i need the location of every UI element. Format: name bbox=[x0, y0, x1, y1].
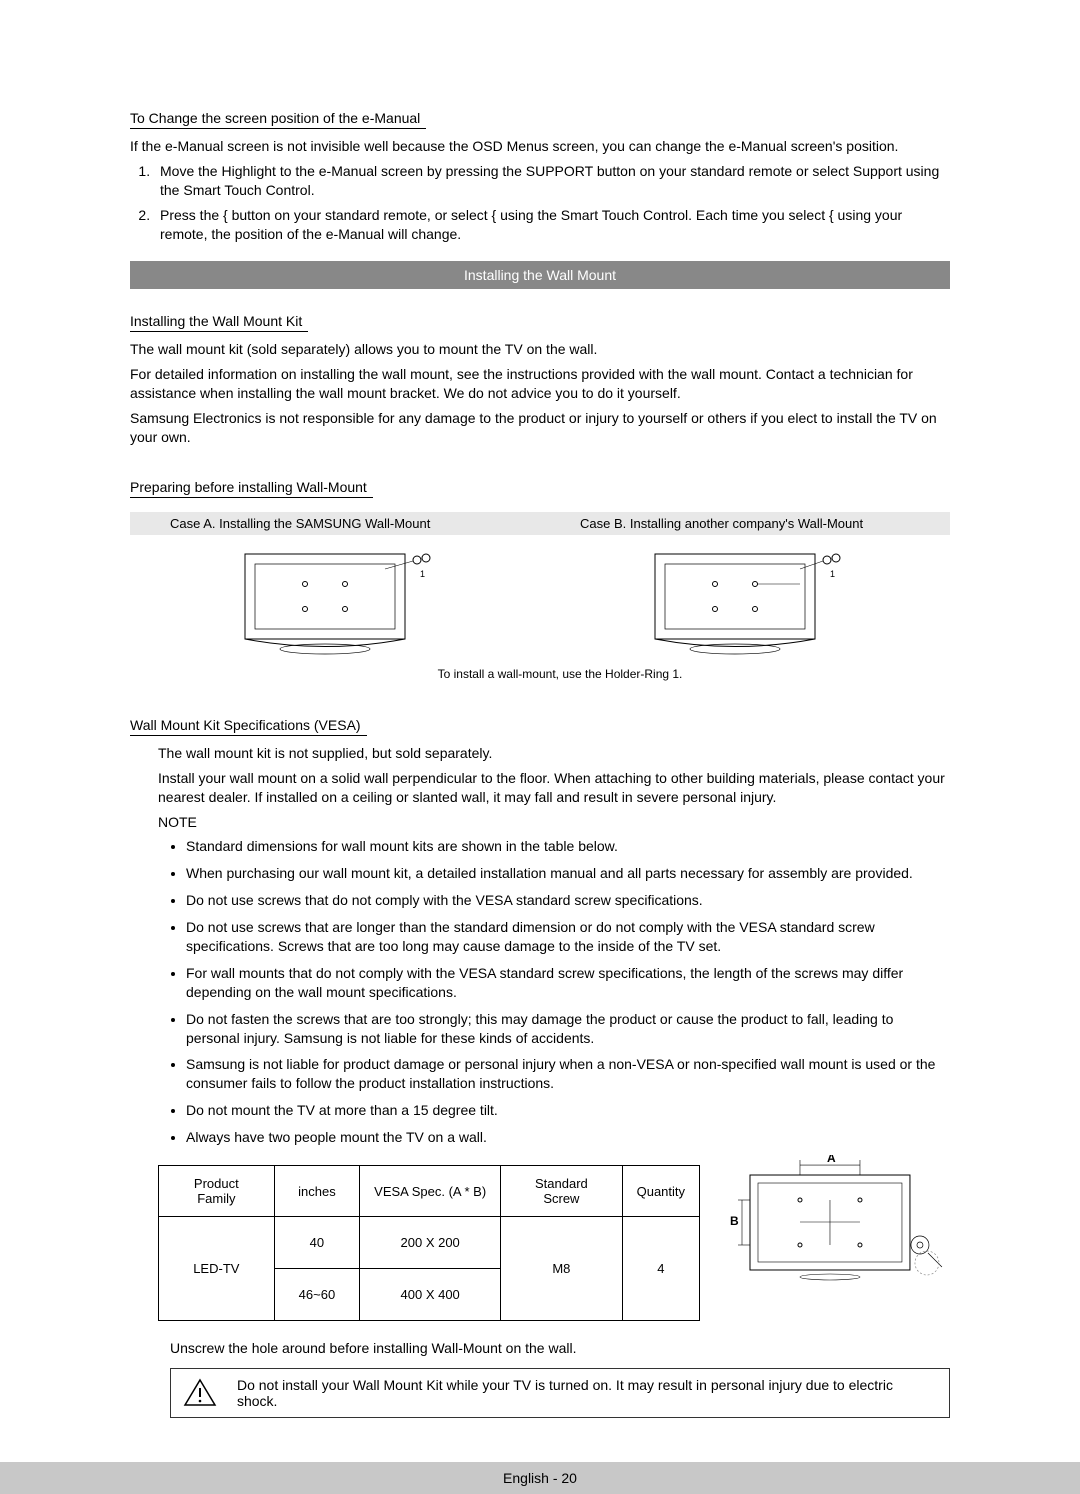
section-banner: Installing the Wall Mount bbox=[130, 261, 950, 289]
list-item: Samsung is not liable for product damage… bbox=[186, 1055, 950, 1093]
td-vesa: 200 X 200 bbox=[360, 1217, 501, 1269]
table-row: LED-TV 40 200 X 200 M8 4 bbox=[159, 1217, 700, 1269]
list-item: Do not use screws that are longer than t… bbox=[186, 918, 950, 956]
case-b-diagram: 1 bbox=[540, 535, 950, 659]
vesa-table: Product Family inches VESA Spec. (A * B)… bbox=[158, 1165, 700, 1321]
case-a-diagram: 1 bbox=[130, 535, 540, 659]
list-item: Do not mount the TV at more than a 15 de… bbox=[186, 1101, 950, 1120]
table-header-row: Product Family inches VESA Spec. (A * B)… bbox=[159, 1166, 700, 1217]
heading-vesa: Wall Mount Kit Specifications (VESA) bbox=[130, 717, 367, 736]
step-item: Press the { button on your standard remo… bbox=[154, 206, 950, 244]
vesa-diagram: A B bbox=[730, 1155, 950, 1295]
tv-drawing-b: 1 bbox=[645, 549, 845, 659]
th-inches: inches bbox=[274, 1166, 360, 1217]
case-a-label: Case A. Installing the SAMSUNG Wall-Moun… bbox=[130, 512, 540, 535]
intro-change-position: If the e-Manual screen is not invisible … bbox=[130, 137, 950, 156]
steps-list: Move the Highlight to the e-Manual scree… bbox=[130, 162, 950, 244]
td-vesa: 400 X 400 bbox=[360, 1269, 501, 1321]
list-item: Always have two people mount the TV on a… bbox=[186, 1128, 950, 1147]
list-item: For wall mounts that do not comply with … bbox=[186, 964, 950, 1002]
tv-drawing-a: 1 bbox=[235, 549, 435, 659]
case-b-label: Case B. Installing another company's Wal… bbox=[540, 512, 950, 535]
svg-text:1: 1 bbox=[830, 569, 835, 579]
td-screw: M8 bbox=[501, 1217, 622, 1321]
td-qty: 4 bbox=[622, 1217, 699, 1321]
list-item: When purchasing our wall mount kit, a de… bbox=[186, 864, 950, 883]
th-family: Product Family bbox=[159, 1166, 275, 1217]
td-family: LED-TV bbox=[159, 1217, 275, 1321]
heading-preparing: Preparing before installing Wall-Mount bbox=[130, 479, 373, 498]
warning-box: Do not install your Wall Mount Kit while… bbox=[170, 1368, 950, 1418]
heading-change-position: To Change the screen position of the e-M… bbox=[130, 110, 426, 129]
unscrew-note: Unscrew the hole around before installin… bbox=[170, 1339, 950, 1358]
list-item: Do not fasten the screws that are too st… bbox=[186, 1010, 950, 1048]
list-item: Do not use screws that do not comply wit… bbox=[186, 891, 950, 910]
label-a: A bbox=[827, 1155, 836, 1165]
wall-mount-p1: The wall mount kit (sold separately) all… bbox=[130, 340, 950, 359]
step-item: Move the Highlight to the e-Manual scree… bbox=[154, 162, 950, 200]
th-vesa: VESA Spec. (A * B) bbox=[360, 1166, 501, 1217]
td-inches: 46~60 bbox=[274, 1269, 360, 1321]
wall-mount-p3: Samsung Electronics is not responsible f… bbox=[130, 409, 950, 447]
page-footer: English - 20 bbox=[0, 1462, 1080, 1494]
cases-body: 1 1 bbox=[130, 535, 950, 659]
cases-header: Case A. Installing the SAMSUNG Wall-Moun… bbox=[130, 512, 950, 535]
svg-text:1: 1 bbox=[420, 569, 425, 579]
note-label: NOTE bbox=[158, 813, 950, 832]
vesa-intro1: The wall mount kit is not supplied, but … bbox=[158, 744, 950, 763]
th-screw: Standard Screw bbox=[501, 1166, 622, 1217]
heading-wall-mount-kit: Installing the Wall Mount Kit bbox=[130, 313, 308, 332]
holder-ring-note: To install a wall-mount, use the Holder-… bbox=[170, 667, 950, 681]
wall-mount-p2: For detailed information on installing t… bbox=[130, 365, 950, 403]
list-item: Standard dimensions for wall mount kits … bbox=[186, 837, 950, 856]
warning-text: Do not install your Wall Mount Kit while… bbox=[237, 1377, 937, 1409]
warning-icon bbox=[183, 1378, 217, 1408]
vesa-bullets: Standard dimensions for wall mount kits … bbox=[130, 837, 950, 1147]
th-qty: Quantity bbox=[622, 1166, 699, 1217]
label-b: B bbox=[730, 1214, 739, 1228]
td-inches: 40 bbox=[274, 1217, 360, 1269]
vesa-intro2: Install your wall mount on a solid wall … bbox=[158, 769, 950, 807]
